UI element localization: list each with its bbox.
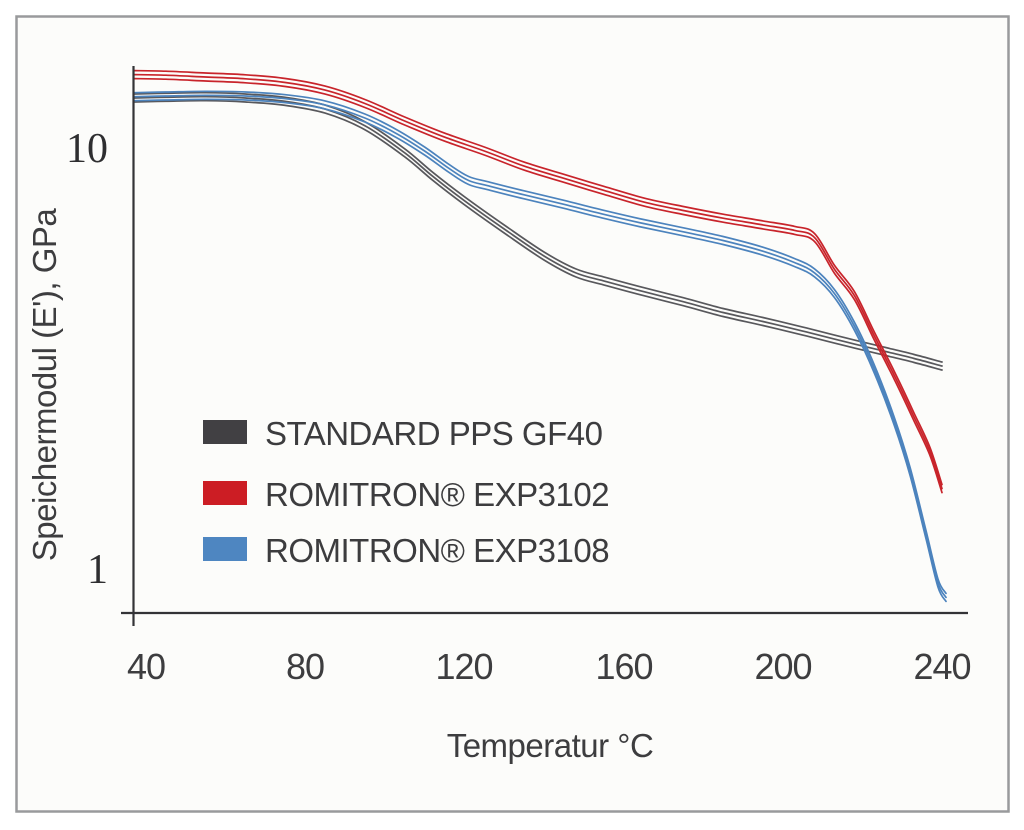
y-axis-title: Speichermodul (E'), GPa	[26, 208, 63, 562]
x-tick-label-120: 120	[435, 646, 492, 687]
series-line-romitron-exp3102	[133, 69, 943, 486]
y-tick-label-1: 1	[87, 547, 108, 593]
series-line-standard-pps-gf40	[133, 91, 943, 363]
legend-label-romitron-exp3102: ROMITRON® EXP3102	[265, 476, 609, 513]
series-line-romitron-exp3102	[133, 77, 943, 494]
series-line-standard-pps-gf40	[133, 95, 943, 367]
legend-swatch-romitron-exp3102	[203, 481, 247, 505]
x-tick-label-80: 80	[286, 646, 324, 687]
legend-label-standard-pps-gf40: STANDARD PPS GF40	[265, 415, 603, 452]
y-tick-label-10: 10	[66, 126, 108, 172]
x-tick-label-240: 240	[913, 646, 970, 687]
series-line-romitron-exp3108	[133, 98, 947, 603]
legend-label-romitron-exp3108: ROMITRON® EXP3108	[265, 532, 609, 569]
legend-swatch-standard-pps-gf40	[203, 420, 247, 444]
x-axis-title: Temperatur °C	[447, 727, 654, 764]
legend-swatch-romitron-exp3108	[203, 537, 247, 561]
x-tick-label-40: 40	[127, 646, 165, 687]
series-layer	[133, 69, 947, 603]
legend: STANDARD PPS GF40 ROMITRON® EXP3102 ROMI…	[203, 415, 610, 569]
series-line-romitron-exp3108	[133, 90, 947, 595]
series-line-romitron-exp3108	[133, 94, 947, 599]
series-line-romitron-exp3102	[133, 73, 943, 490]
x-tick-label-160: 160	[595, 646, 652, 687]
series-line-standard-pps-gf40	[133, 99, 943, 371]
chart-frame-border	[15, 15, 1010, 813]
x-tick-label-200: 200	[754, 646, 811, 687]
